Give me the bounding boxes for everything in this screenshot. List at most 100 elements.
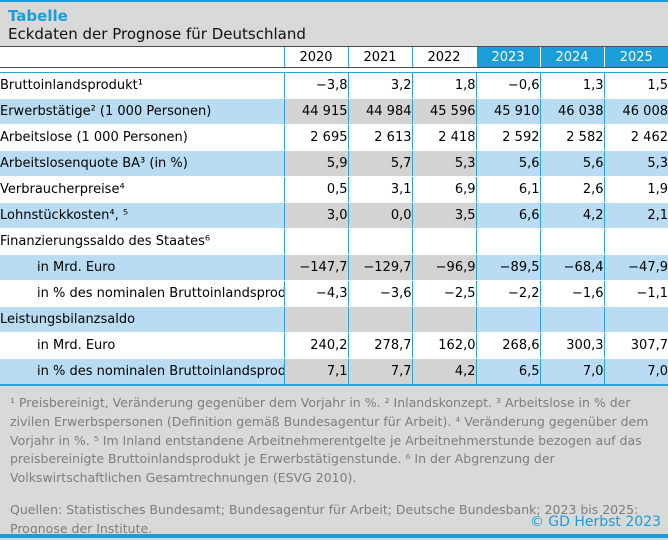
table-row-gdp: Bruttoinlandsprodukt¹ −3,8 3,2 1,8 −0,6 … bbox=[0, 72, 668, 99]
table-row-current-account-header: Leistungsbilanzsaldo bbox=[0, 306, 668, 333]
cell-2020: 2 695 bbox=[283, 124, 348, 151]
cell-2024 bbox=[539, 306, 604, 333]
cell-2023: −2,2 bbox=[475, 280, 540, 307]
cell-2023: 45 910 bbox=[475, 98, 540, 125]
cell-2023 bbox=[475, 306, 540, 333]
cell-2020: −147,7 bbox=[283, 254, 348, 281]
cell-2020: −4,3 bbox=[283, 280, 348, 307]
year-header-2025: 2025 bbox=[603, 46, 668, 68]
table-row-current-account-bn: in Mrd. Euro 240,2 278,7 162,0 268,6 300… bbox=[0, 332, 668, 359]
cell-2021: 3,2 bbox=[347, 72, 412, 99]
table-row-unemployment-rate: Arbeitslosenquote BA³ (in %) 5,9 5,7 5,3… bbox=[0, 150, 668, 177]
cell-2024: 46 038 bbox=[539, 98, 604, 125]
table-row-unit-labour-costs: Lohnstückkosten⁴, ⁵ 3,0 0,0 3,5 6,6 4,2 … bbox=[0, 202, 668, 229]
cell-2020: 3,0 bbox=[283, 202, 348, 229]
row-label: Finanzierungssaldo des Staates⁶ bbox=[0, 228, 284, 255]
cell-2025: −47,9 bbox=[603, 254, 668, 281]
cell-2022 bbox=[411, 306, 476, 333]
cell-2022: 2 418 bbox=[411, 124, 476, 151]
forecast-table: 2020 2021 2022 2023 2024 2025 Bruttoinla… bbox=[0, 46, 668, 386]
row-label: Arbeitslosenquote BA³ (in %) bbox=[0, 150, 284, 177]
bottom-rule bbox=[0, 534, 668, 538]
cell-2021: 3,1 bbox=[347, 176, 412, 203]
cell-2021: 278,7 bbox=[347, 332, 412, 359]
cell-2022: 3,5 bbox=[411, 202, 476, 229]
cell-2025: 7,0 bbox=[603, 358, 668, 386]
cell-2023: 6,1 bbox=[475, 176, 540, 203]
cell-2022: −2,5 bbox=[411, 280, 476, 307]
cell-2025 bbox=[603, 228, 668, 255]
table-row-government-balance-bn: in Mrd. Euro −147,7 −129,7 −96,9 −89,5 −… bbox=[0, 254, 668, 281]
row-label: Lohnstückkosten⁴, ⁵ bbox=[0, 202, 284, 229]
cell-2025: 46 008 bbox=[603, 98, 668, 125]
cell-2023: −89,5 bbox=[475, 254, 540, 281]
cell-2022: 1,8 bbox=[411, 72, 476, 99]
cell-2025: 1,9 bbox=[603, 176, 668, 203]
row-label: Leistungsbilanzsaldo bbox=[0, 306, 284, 333]
row-label: Verbraucherpreise⁴ bbox=[0, 176, 284, 203]
cell-2022: 5,3 bbox=[411, 150, 476, 177]
cell-2020 bbox=[283, 306, 348, 333]
year-header-2024: 2024 bbox=[539, 46, 604, 68]
year-header-2022: 2022 bbox=[411, 46, 476, 68]
cell-2021: 5,7 bbox=[347, 150, 412, 177]
cell-2025 bbox=[603, 306, 668, 333]
cell-2025: 307,7 bbox=[603, 332, 668, 359]
cell-2023: 5,6 bbox=[475, 150, 540, 177]
row-label: in % des nominalen Bruttoinlandsprodukts bbox=[0, 280, 284, 307]
row-label: in % des nominalen Bruttoinlandsprodukts bbox=[0, 358, 284, 386]
row-label: in Mrd. Euro bbox=[0, 254, 284, 281]
table-header-row: 2020 2021 2022 2023 2024 2025 bbox=[0, 46, 668, 68]
cell-2023: 268,6 bbox=[475, 332, 540, 359]
cell-2021: 0,0 bbox=[347, 202, 412, 229]
page-title: Eckdaten der Prognose für Deutschland bbox=[8, 25, 306, 43]
cell-2024 bbox=[539, 228, 604, 255]
cell-2020: 5,9 bbox=[283, 150, 348, 177]
cell-2024: 4,2 bbox=[539, 202, 604, 229]
cell-2024: 2 582 bbox=[539, 124, 604, 151]
table-row-government-balance-pct: in % des nominalen Bruttoinlandsprodukts… bbox=[0, 280, 668, 307]
year-header-2021: 2021 bbox=[347, 46, 412, 68]
cell-2023: −0,6 bbox=[475, 72, 540, 99]
cell-2022: 162,0 bbox=[411, 332, 476, 359]
cell-2024: 300,3 bbox=[539, 332, 604, 359]
cell-2021 bbox=[347, 228, 412, 255]
cell-2024: −68,4 bbox=[539, 254, 604, 281]
title-block: Tabelle Eckdaten der Prognose für Deutsc… bbox=[0, 2, 668, 46]
table-row-employment: Erwerbstätige² (1 000 Personen) 44 915 4… bbox=[0, 98, 668, 125]
cell-2020: 44 915 bbox=[283, 98, 348, 125]
cell-2024: 5,6 bbox=[539, 150, 604, 177]
row-label: in Mrd. Euro bbox=[0, 332, 284, 359]
cell-2022: 45 596 bbox=[411, 98, 476, 125]
table-row-government-balance-header: Finanzierungssaldo des Staates⁶ bbox=[0, 228, 668, 255]
row-label: Bruttoinlandsprodukt¹ bbox=[0, 72, 284, 99]
cell-2020: −3,8 bbox=[283, 72, 348, 99]
cell-2020: 240,2 bbox=[283, 332, 348, 359]
cell-2020 bbox=[283, 228, 348, 255]
cell-2022: 4,2 bbox=[411, 358, 476, 386]
label-column-header bbox=[0, 46, 284, 68]
cell-2025: 5,3 bbox=[603, 150, 668, 177]
cell-2023: 6,5 bbox=[475, 358, 540, 386]
row-label: Arbeitslose (1 000 Personen) bbox=[0, 124, 284, 151]
cell-2020: 0,5 bbox=[283, 176, 348, 203]
cell-2024: 7,0 bbox=[539, 358, 604, 386]
year-header-2023: 2023 bbox=[475, 46, 540, 68]
top-rule bbox=[0, 0, 668, 2]
cell-2024: 1,3 bbox=[539, 72, 604, 99]
table-kicker: Tabelle bbox=[8, 7, 68, 25]
cell-2025: 2,1 bbox=[603, 202, 668, 229]
table-row-current-account-pct: in % des nominalen Bruttoinlandsprodukts… bbox=[0, 358, 668, 386]
cell-2023: 6,6 bbox=[475, 202, 540, 229]
cell-2021: 44 984 bbox=[347, 98, 412, 125]
table-row-consumer-prices: Verbraucherpreise⁴ 0,5 3,1 6,9 6,1 2,6 1… bbox=[0, 176, 668, 203]
row-label: Erwerbstätige² (1 000 Personen) bbox=[0, 98, 284, 125]
cell-2021: 7,7 bbox=[347, 358, 412, 386]
cell-2025: 1,5 bbox=[603, 72, 668, 99]
cell-2023 bbox=[475, 228, 540, 255]
table-row-unemployed: Arbeitslose (1 000 Personen) 2 695 2 613… bbox=[0, 124, 668, 151]
footnotes: ¹ Preisbereinigt, Veränderung gegenüber … bbox=[10, 395, 649, 485]
cell-2024: 2,6 bbox=[539, 176, 604, 203]
cell-2025: −1,1 bbox=[603, 280, 668, 307]
